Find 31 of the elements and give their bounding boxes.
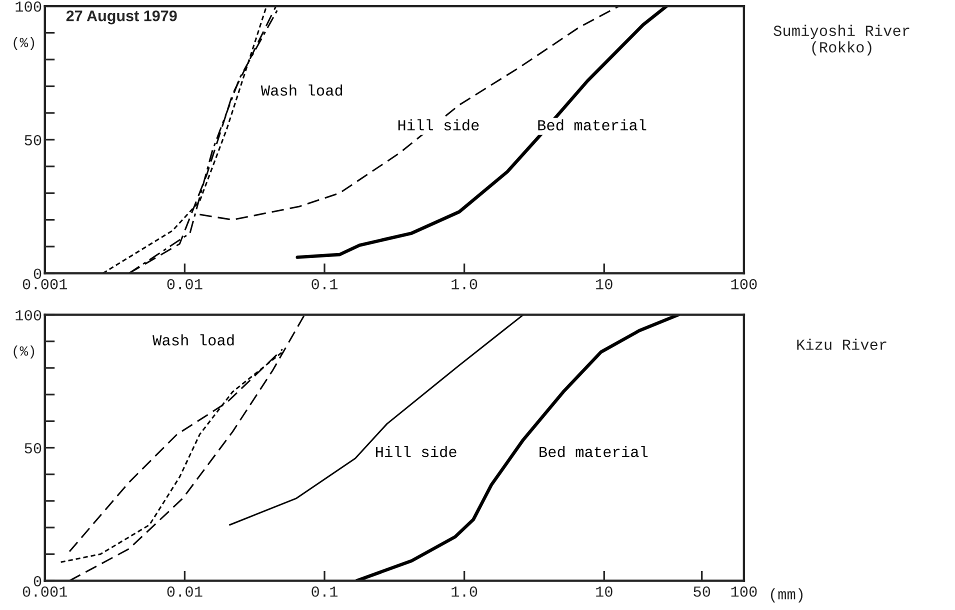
x-tick-label: 0.1 (312, 278, 338, 290)
y-tick-label: 0 (34, 268, 42, 279)
series-label: Wash load (260, 84, 342, 96)
x-tick-label: 0.01 (167, 586, 202, 597)
y-tick-label: 100 (16, 1, 42, 12)
y-axis-title: (%) (14, 346, 34, 358)
x-tick-label: 100 (731, 586, 757, 597)
y-tick-label: 50 (24, 443, 42, 454)
series-label: Hill side (376, 446, 456, 458)
x-tick-label: 10 (596, 586, 612, 597)
x-tick-label: 0.001 (22, 586, 68, 597)
y-axis-title: (%) (14, 37, 34, 50)
x-axis-title: (mm) (770, 588, 803, 602)
x-tick-label: 10 (596, 278, 612, 290)
series-label: Hill side (398, 119, 479, 130)
series-label: Bed material (538, 119, 646, 130)
x-tick-label: 1.0 (452, 278, 478, 290)
text: Kizu River (797, 338, 886, 350)
x-tick-label: 0.001 (22, 278, 68, 290)
annotation: 27 August 1979 (66, 10, 177, 24)
y-tick-label: 100 (16, 310, 42, 320)
y-tick-label: 0 (34, 576, 42, 586)
x-tick-label: 50 (694, 586, 710, 597)
series-label: Bed material (540, 446, 648, 458)
text: Sumiyoshi River (Rokko) (774, 24, 910, 56)
x-tick-label: 0.01 (167, 278, 202, 290)
y-tick-label: 50 (24, 135, 42, 146)
x-tick-label: 1.0 (452, 586, 478, 597)
text: Wash load (152, 334, 234, 346)
x-tick-label: 100 (731, 278, 757, 290)
x-tick-label: 0.1 (312, 586, 338, 597)
